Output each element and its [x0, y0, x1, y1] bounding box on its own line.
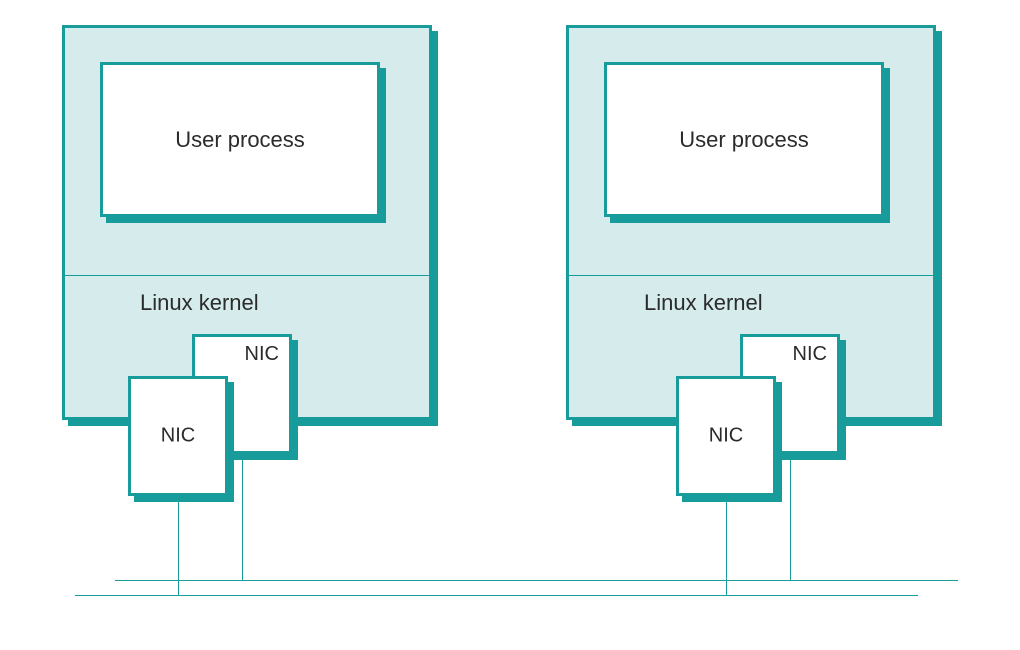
nic-left-front: NIC: [128, 376, 228, 496]
host-right-kernel-label: Linux kernel: [644, 290, 763, 316]
nic-right-back-label: NIC: [793, 343, 827, 366]
network-line-1: [75, 595, 918, 596]
nic-drop-nic-right-back: [790, 454, 791, 580]
network-line-0: [115, 580, 958, 581]
host-left-userproc-label: User process: [175, 127, 305, 153]
nic-drop-nic-right-front: [726, 496, 727, 595]
nic-right-front: NIC: [676, 376, 776, 496]
host-right-userproc: User process: [604, 62, 884, 217]
host-right-divider: [569, 275, 933, 276]
host-left-divider: [65, 275, 429, 276]
nic-left-back-label: NIC: [245, 343, 279, 366]
nic-right-front-label: NIC: [679, 425, 773, 448]
nic-drop-nic-left-back: [242, 454, 243, 580]
host-left-userproc: User process: [100, 62, 380, 217]
host-right-userproc-label: User process: [679, 127, 809, 153]
nic-left-front-label: NIC: [131, 425, 225, 448]
nic-drop-nic-left-front: [178, 496, 179, 595]
host-left-kernel-label: Linux kernel: [140, 290, 259, 316]
